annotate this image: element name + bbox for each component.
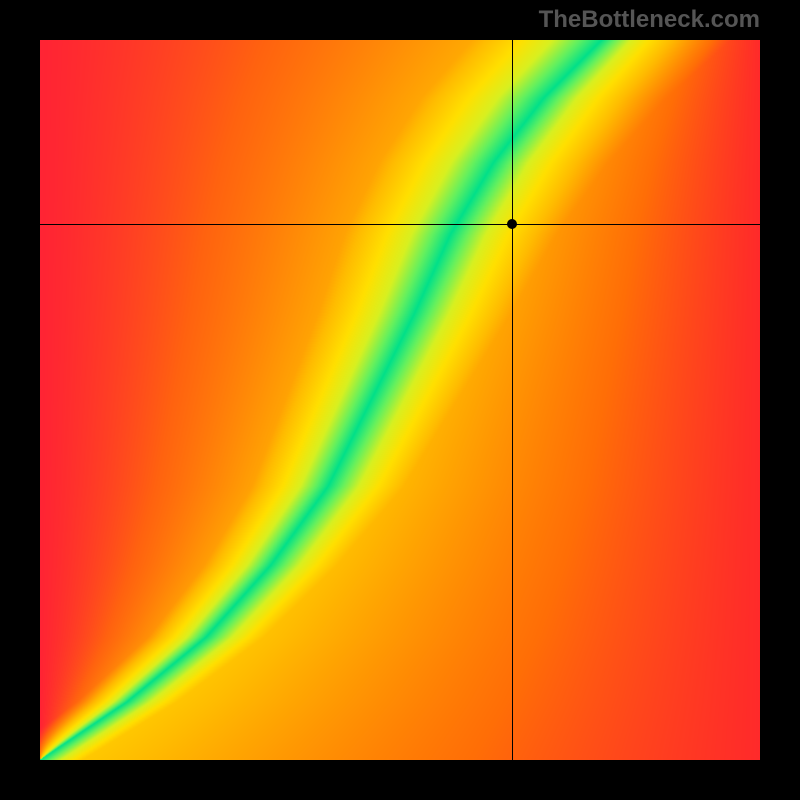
- crosshair-marker-dot: [507, 219, 517, 229]
- heatmap-canvas: [40, 40, 760, 760]
- crosshair-vertical: [512, 40, 513, 760]
- crosshair-horizontal: [40, 224, 760, 225]
- heatmap-chart: [40, 40, 760, 760]
- watermark-text: TheBottleneck.com: [539, 6, 760, 34]
